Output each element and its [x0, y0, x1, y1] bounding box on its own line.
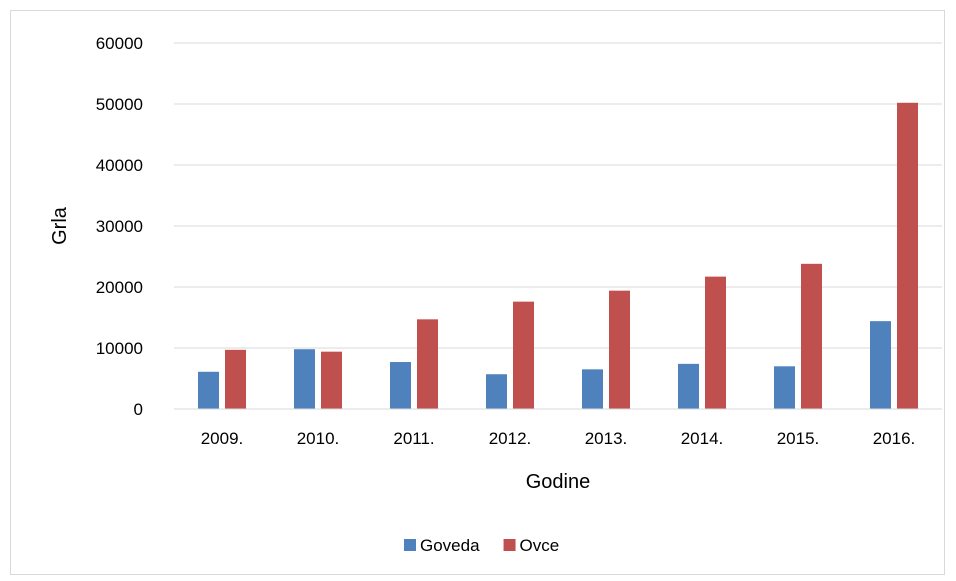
bar-ovce-2016: [897, 102, 918, 409]
x-tick-label: 2016.: [873, 429, 916, 448]
y-tick-label: 50000: [96, 95, 143, 114]
bar-ovce-2012: [513, 301, 534, 409]
x-axis-ticks: 2009. 2010. 2011. 2012. 2013. 2014. 2015. 2016.: [201, 429, 916, 448]
bar-ovce-2013: [609, 290, 630, 409]
y-tick-label: 30000: [96, 217, 143, 236]
x-axis-title: Godine: [526, 471, 591, 493]
bar-goveda-2012: [486, 374, 507, 409]
bar-ovce-2014: [705, 276, 726, 409]
x-tick-label: 2012.: [489, 429, 532, 448]
y-tick-label: 40000: [96, 156, 143, 175]
legend-label-ovce: Ovce: [520, 536, 560, 555]
x-tick-label: 2009.: [201, 429, 244, 448]
bar-goveda-2014: [678, 363, 699, 409]
bar-chart: 0 10000 20000 30000 40000 50000 60000 2009. 201…: [49, 34, 942, 555]
x-tick-label: 2011.: [393, 429, 434, 448]
legend-label-goveda: Goveda: [420, 536, 480, 555]
chart-frame: 0 10000 20000 30000 40000 50000 60000 2009. 201…: [10, 10, 945, 575]
bar-ovce-2009: [225, 349, 246, 409]
bar-ovce-2011: [417, 319, 438, 409]
bar-goveda-2016: [870, 321, 891, 409]
y-axis-title: Grla: [49, 206, 71, 245]
legend-swatch-goveda: [404, 539, 416, 551]
x-tick-label: 2013.: [585, 429, 628, 448]
x-tick-label: 2014.: [681, 429, 724, 448]
bar-goveda-2013: [582, 369, 603, 409]
x-tick-label: 2010.: [297, 429, 340, 448]
x-tick-label: 2015.: [777, 429, 820, 448]
bar-goveda-2011: [390, 362, 411, 409]
bar-goveda-2010: [294, 349, 315, 409]
bar-ovce-2015: [801, 263, 822, 409]
y-axis-ticks: 0 10000 20000 30000 40000 50000 60000: [96, 34, 143, 419]
gridlines: [174, 42, 942, 349]
bar-goveda-2009: [198, 371, 219, 409]
y-tick-label: 10000: [96, 339, 143, 358]
legend-swatch-ovce: [503, 539, 516, 551]
y-tick-label: 20000: [96, 278, 143, 297]
y-tick-label: 0: [134, 400, 143, 419]
bars: [198, 102, 918, 409]
bar-goveda-2015: [774, 366, 795, 409]
y-tick-label: 60000: [96, 34, 143, 53]
legend: Goveda Ovce: [404, 536, 559, 555]
bar-ovce-2010: [321, 351, 342, 409]
